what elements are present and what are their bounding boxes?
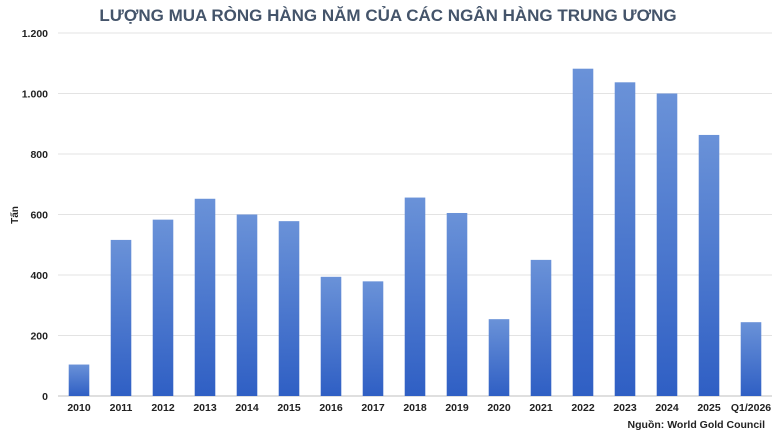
bar-q1-2026 — [740, 322, 762, 396]
x-tick-label: 2024 — [655, 402, 679, 414]
x-tick-label: 2011 — [110, 402, 133, 414]
x-tick-label: 2012 — [151, 402, 175, 414]
bar-2013 — [194, 198, 216, 396]
x-axis-ticks: 2010 2011 2012 2013 2014 2015 2016 2017 2018 2019… — [67, 402, 771, 414]
bar-2016 — [320, 276, 342, 396]
y-tick-label: 200 — [30, 331, 48, 343]
y-tick-label: 600 — [30, 210, 48, 222]
bar-2020 — [488, 319, 510, 396]
y-tick-label: 400 — [30, 270, 48, 282]
x-tick-label: Q1/2026 — [731, 402, 771, 414]
x-tick-label: 2022 — [571, 402, 595, 414]
bar-2019 — [446, 212, 468, 396]
bar-2021 — [530, 259, 552, 396]
y-tick-label: 0 — [42, 391, 48, 403]
bar-2017 — [362, 281, 384, 396]
bar-2012 — [152, 219, 174, 396]
bars — [68, 68, 762, 397]
bar-2024 — [656, 93, 678, 396]
source-note: Nguồn: World Gold Council — [628, 419, 766, 431]
y-axis-ticks: 0 200 400 600 800 1.000 1.200 — [22, 28, 48, 403]
chart-title: LƯỢNG MUA RÒNG HÀNG NĂM CỦA CÁC NGÂN HÀN… — [99, 6, 676, 25]
x-tick-label: 2021 — [529, 402, 553, 414]
bar-2022 — [572, 68, 594, 396]
x-tick-label: 2018 — [403, 402, 427, 414]
y-tick-label: 1.000 — [22, 89, 48, 101]
y-tick-label: 1.200 — [22, 28, 48, 40]
bar-2018 — [404, 197, 426, 396]
x-tick-label: 2025 — [697, 402, 721, 414]
bar-2014 — [236, 214, 258, 396]
bar-2025 — [698, 134, 720, 396]
bar-2010 — [68, 364, 90, 396]
bar-2015 — [278, 221, 300, 396]
x-tick-label: 2017 — [361, 402, 385, 414]
x-tick-label: 2010 — [67, 402, 91, 414]
x-tick-label: 2023 — [613, 402, 637, 414]
x-tick-label: 2016 — [319, 402, 343, 414]
x-tick-label: 2020 — [487, 402, 511, 414]
y-tick-label: 800 — [30, 149, 48, 161]
bar-2011 — [110, 239, 132, 396]
x-tick-label: 2015 — [277, 402, 301, 414]
x-tick-label: 2019 — [445, 402, 469, 414]
bar-2023 — [614, 82, 636, 397]
x-tick-label: 2013 — [193, 402, 217, 414]
x-tick-label: 2014 — [235, 402, 259, 414]
y-axis-label: Tấn — [9, 206, 21, 224]
